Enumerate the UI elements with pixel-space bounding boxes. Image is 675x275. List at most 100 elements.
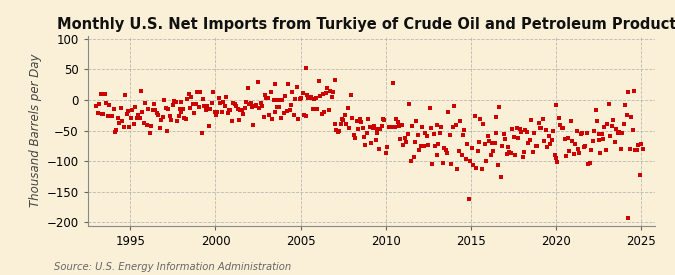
Point xyxy=(95,92,106,97)
Point xyxy=(338,118,349,122)
Point xyxy=(97,111,107,116)
Point xyxy=(513,136,524,140)
Point xyxy=(405,158,416,163)
Point xyxy=(414,148,425,153)
Point xyxy=(329,78,340,82)
Point xyxy=(101,101,112,105)
Point xyxy=(630,147,641,152)
Point xyxy=(290,97,301,101)
Point xyxy=(94,102,105,106)
Point xyxy=(346,93,356,97)
Point xyxy=(495,175,506,180)
Point xyxy=(348,133,359,137)
Point xyxy=(611,127,622,131)
Point xyxy=(439,145,450,150)
Point xyxy=(564,149,574,153)
Point xyxy=(286,103,296,107)
Point xyxy=(400,136,410,141)
Point xyxy=(223,108,234,112)
Point xyxy=(608,118,619,122)
Point xyxy=(524,138,535,142)
Point xyxy=(296,96,306,101)
Point xyxy=(430,143,441,148)
Point xyxy=(205,107,215,111)
Point xyxy=(523,141,534,145)
Point xyxy=(306,95,317,100)
Point xyxy=(274,104,285,109)
Point xyxy=(475,117,486,121)
Point xyxy=(398,143,409,148)
Point xyxy=(592,119,603,123)
Point xyxy=(412,133,423,137)
Point xyxy=(226,119,237,123)
Point xyxy=(166,117,177,122)
Point xyxy=(284,108,295,112)
Point xyxy=(287,90,298,95)
Point xyxy=(396,123,407,127)
Point xyxy=(134,116,145,120)
Point xyxy=(587,139,598,143)
Point xyxy=(199,104,210,108)
Point xyxy=(383,125,394,130)
Point xyxy=(124,125,135,130)
Point xyxy=(196,130,207,135)
Point xyxy=(415,143,426,148)
Point xyxy=(373,147,384,151)
Point xyxy=(626,114,637,119)
Point xyxy=(585,161,595,166)
Point xyxy=(527,150,538,155)
Point xyxy=(431,153,442,157)
Point xyxy=(634,173,645,177)
Point xyxy=(103,114,113,119)
Point xyxy=(118,125,129,129)
Point xyxy=(381,150,392,155)
Point xyxy=(163,106,173,111)
Point xyxy=(136,89,146,94)
Point xyxy=(165,114,176,119)
Point xyxy=(507,126,518,131)
Point xyxy=(234,118,244,122)
Point xyxy=(395,137,406,141)
Point xyxy=(394,124,404,128)
Point xyxy=(362,131,373,136)
Point xyxy=(292,85,302,89)
Point xyxy=(468,163,479,167)
Point xyxy=(350,136,360,140)
Point xyxy=(155,126,165,130)
Point xyxy=(221,95,232,99)
Point xyxy=(636,142,647,146)
Point xyxy=(487,141,497,145)
Point xyxy=(622,89,633,94)
Point xyxy=(111,128,122,133)
Point xyxy=(235,108,246,112)
Point xyxy=(510,153,520,157)
Point xyxy=(565,119,576,123)
Point xyxy=(127,108,138,112)
Point xyxy=(340,112,350,117)
Point xyxy=(535,125,545,130)
Point xyxy=(437,160,448,165)
Point xyxy=(446,162,457,166)
Point xyxy=(245,101,256,106)
Point xyxy=(389,125,400,129)
Point xyxy=(91,103,102,108)
Point xyxy=(240,106,250,110)
Point xyxy=(551,103,562,107)
Point xyxy=(581,131,592,136)
Point xyxy=(494,105,505,109)
Point xyxy=(455,119,466,123)
Point xyxy=(574,151,585,155)
Point xyxy=(441,151,452,156)
Point xyxy=(244,102,254,106)
Point xyxy=(391,117,402,122)
Point xyxy=(357,126,368,130)
Point xyxy=(126,115,136,120)
Point xyxy=(522,130,533,134)
Point xyxy=(264,112,275,117)
Point xyxy=(552,160,563,164)
Point xyxy=(433,141,443,146)
Point xyxy=(173,113,184,118)
Point xyxy=(175,106,186,111)
Point xyxy=(269,82,280,86)
Point xyxy=(561,153,572,158)
